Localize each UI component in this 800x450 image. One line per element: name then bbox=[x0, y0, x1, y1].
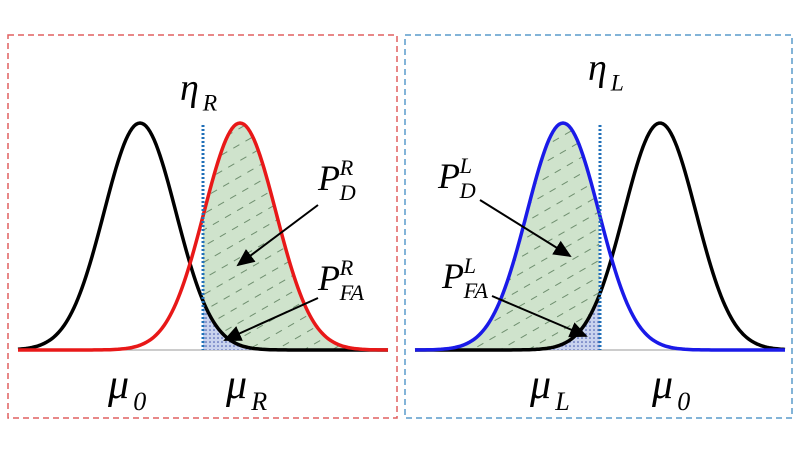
subscript: D bbox=[339, 180, 356, 205]
subscript: R bbox=[202, 91, 217, 117]
subscript: L bbox=[554, 387, 569, 416]
symbol: μ bbox=[651, 362, 673, 408]
arrow bbox=[223, 297, 319, 341]
superscript: R bbox=[339, 255, 354, 280]
symbol: μ bbox=[225, 362, 247, 408]
subscript: 0 bbox=[677, 387, 690, 416]
symbol: P bbox=[441, 256, 464, 296]
subscript: R bbox=[250, 387, 267, 416]
null-curve bbox=[17, 121, 388, 352]
symbol: P bbox=[317, 258, 340, 298]
symbol: η bbox=[588, 47, 607, 89]
alt-curve bbox=[414, 121, 785, 352]
arrow bbox=[236, 204, 319, 267]
arrow bbox=[491, 295, 588, 338]
subscript: FA bbox=[339, 280, 365, 305]
subscript: 0 bbox=[133, 387, 146, 416]
symbol: μ bbox=[529, 362, 551, 408]
arrow bbox=[479, 199, 572, 258]
superscript: R bbox=[339, 155, 354, 180]
alt-curve bbox=[18, 121, 389, 352]
symbol: μ bbox=[107, 362, 129, 408]
left-panel-border bbox=[7, 34, 398, 419]
symbol: P bbox=[437, 156, 460, 196]
subscript: FA bbox=[463, 278, 489, 303]
right-panel-border bbox=[404, 34, 793, 419]
symbol: η bbox=[180, 67, 199, 109]
curves bbox=[17, 121, 786, 352]
subscript: L bbox=[610, 71, 624, 97]
detection-area bbox=[415, 123, 600, 350]
false-alarm-area bbox=[203, 300, 388, 350]
subscript: D bbox=[459, 178, 476, 203]
superscript: L bbox=[459, 153, 472, 178]
superscript: L bbox=[463, 253, 476, 278]
symbol: P bbox=[317, 158, 340, 198]
false-alarm-area bbox=[415, 296, 600, 350]
detection-area bbox=[203, 123, 388, 350]
